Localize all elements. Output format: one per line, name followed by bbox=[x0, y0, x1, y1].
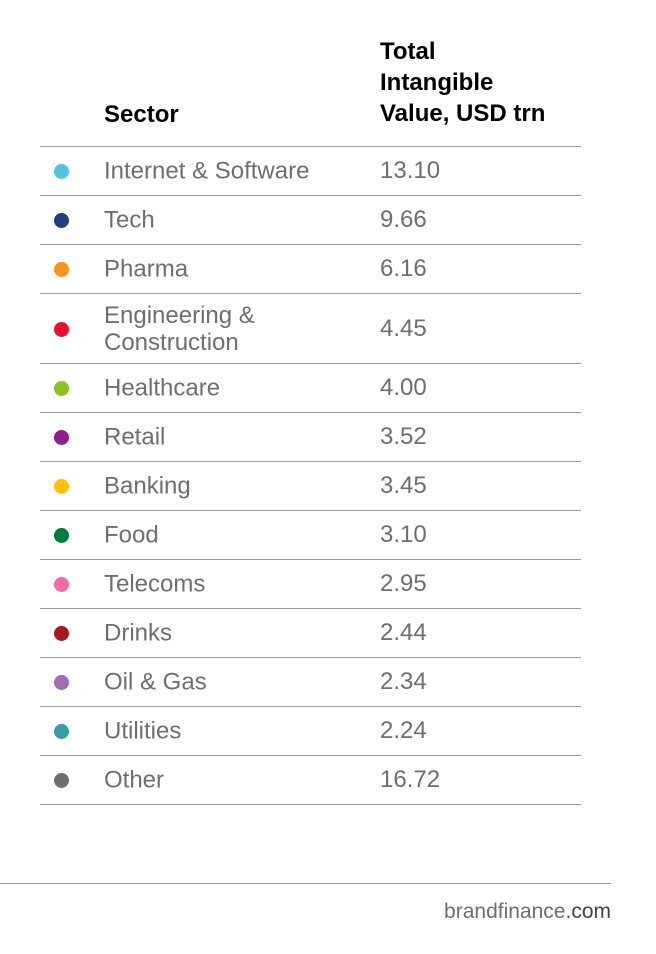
legend-dot bbox=[54, 262, 69, 277]
sector-label: Other bbox=[104, 766, 165, 794]
sector-value: 2.34 bbox=[380, 668, 427, 695]
table-row: Telecoms 2.95 bbox=[40, 560, 581, 609]
legend-dot bbox=[54, 724, 69, 739]
sector-value: 4.45 bbox=[380, 314, 427, 342]
table-row: Tech 9.66 bbox=[40, 196, 581, 245]
legend-dot bbox=[54, 675, 69, 690]
sector-value: 3.45 bbox=[380, 472, 427, 499]
header-value-line: Intangible bbox=[380, 69, 494, 96]
table-row: Oil & Gas 2.34 bbox=[40, 658, 581, 707]
sector-label: Tech bbox=[104, 206, 155, 234]
header-sector: Sector bbox=[104, 101, 179, 128]
sector-label: Drinks bbox=[104, 619, 173, 647]
legend-dot bbox=[54, 626, 69, 641]
table-row: Internet & Software 13.10 bbox=[40, 147, 581, 196]
sector-table: Sector Total Intangible Value, USD trn I… bbox=[40, 36, 581, 805]
sector-value: 4.00 bbox=[380, 374, 427, 401]
sector-label: Telecoms bbox=[104, 570, 206, 598]
footer-brand: brandfinance.com bbox=[444, 900, 611, 924]
table-row: Retail 3.52 bbox=[40, 413, 581, 462]
sector-label: Healthcare bbox=[104, 374, 221, 402]
header-value: Total Intangible Value, USD trn bbox=[380, 36, 580, 129]
sector-value: 9.66 bbox=[380, 206, 427, 233]
footer-divider bbox=[0, 883, 611, 884]
sector-value: 2.24 bbox=[380, 717, 427, 744]
table-body: Internet & Software 13.10 Tech 9.66 Pharma 6.… bbox=[40, 147, 581, 805]
table-header: Sector Total Intangible Value, USD trn bbox=[40, 36, 581, 147]
sector-label: Retail bbox=[104, 423, 166, 451]
sector-label: Engineering & Construction bbox=[104, 302, 364, 356]
sector-label-line: Construction bbox=[104, 328, 239, 356]
sector-value: 3.10 bbox=[380, 521, 427, 548]
table-row: Other 16.72 bbox=[40, 756, 581, 805]
sector-value: 13.10 bbox=[380, 157, 441, 184]
sector-label: Banking bbox=[104, 472, 191, 500]
table-row: Healthcare 4.00 bbox=[40, 364, 581, 413]
footer-brand-name: brandfinance bbox=[444, 900, 566, 923]
legend-dot bbox=[54, 321, 69, 337]
table-row: Drinks 2.44 bbox=[40, 609, 581, 658]
header-value-line: Total bbox=[380, 38, 436, 65]
legend-dot bbox=[54, 381, 69, 396]
header-value-line: Value, USD trn bbox=[380, 100, 546, 127]
table-row: Banking 3.45 bbox=[40, 462, 581, 511]
sector-label: Internet & Software bbox=[104, 157, 310, 185]
sector-value: 6.16 bbox=[380, 255, 427, 282]
legend-dot bbox=[54, 479, 69, 494]
sector-value: 2.44 bbox=[380, 619, 427, 646]
legend-dot bbox=[54, 164, 69, 179]
table-row: Engineering & Construction 4.45 bbox=[40, 294, 581, 364]
footer-brand-domain: .com bbox=[565, 900, 611, 923]
table-row: Utilities 2.24 bbox=[40, 707, 581, 756]
sector-label: Food bbox=[104, 521, 159, 549]
legend-dot bbox=[54, 430, 69, 445]
table-row: Food 3.10 bbox=[40, 511, 581, 560]
legend-dot bbox=[54, 773, 69, 788]
sector-label-line: Engineering & bbox=[104, 301, 255, 329]
table-row: Pharma 6.16 bbox=[40, 245, 581, 294]
legend-dot bbox=[54, 213, 69, 228]
sector-label: Utilities bbox=[104, 717, 182, 745]
sector-label: Pharma bbox=[104, 255, 189, 283]
sector-label: Oil & Gas bbox=[104, 668, 207, 696]
sector-value: 2.95 bbox=[380, 570, 427, 597]
sector-value: 16.72 bbox=[380, 766, 441, 793]
legend-dot bbox=[54, 528, 69, 543]
sector-value: 3.52 bbox=[380, 423, 427, 450]
legend-dot bbox=[54, 577, 69, 592]
